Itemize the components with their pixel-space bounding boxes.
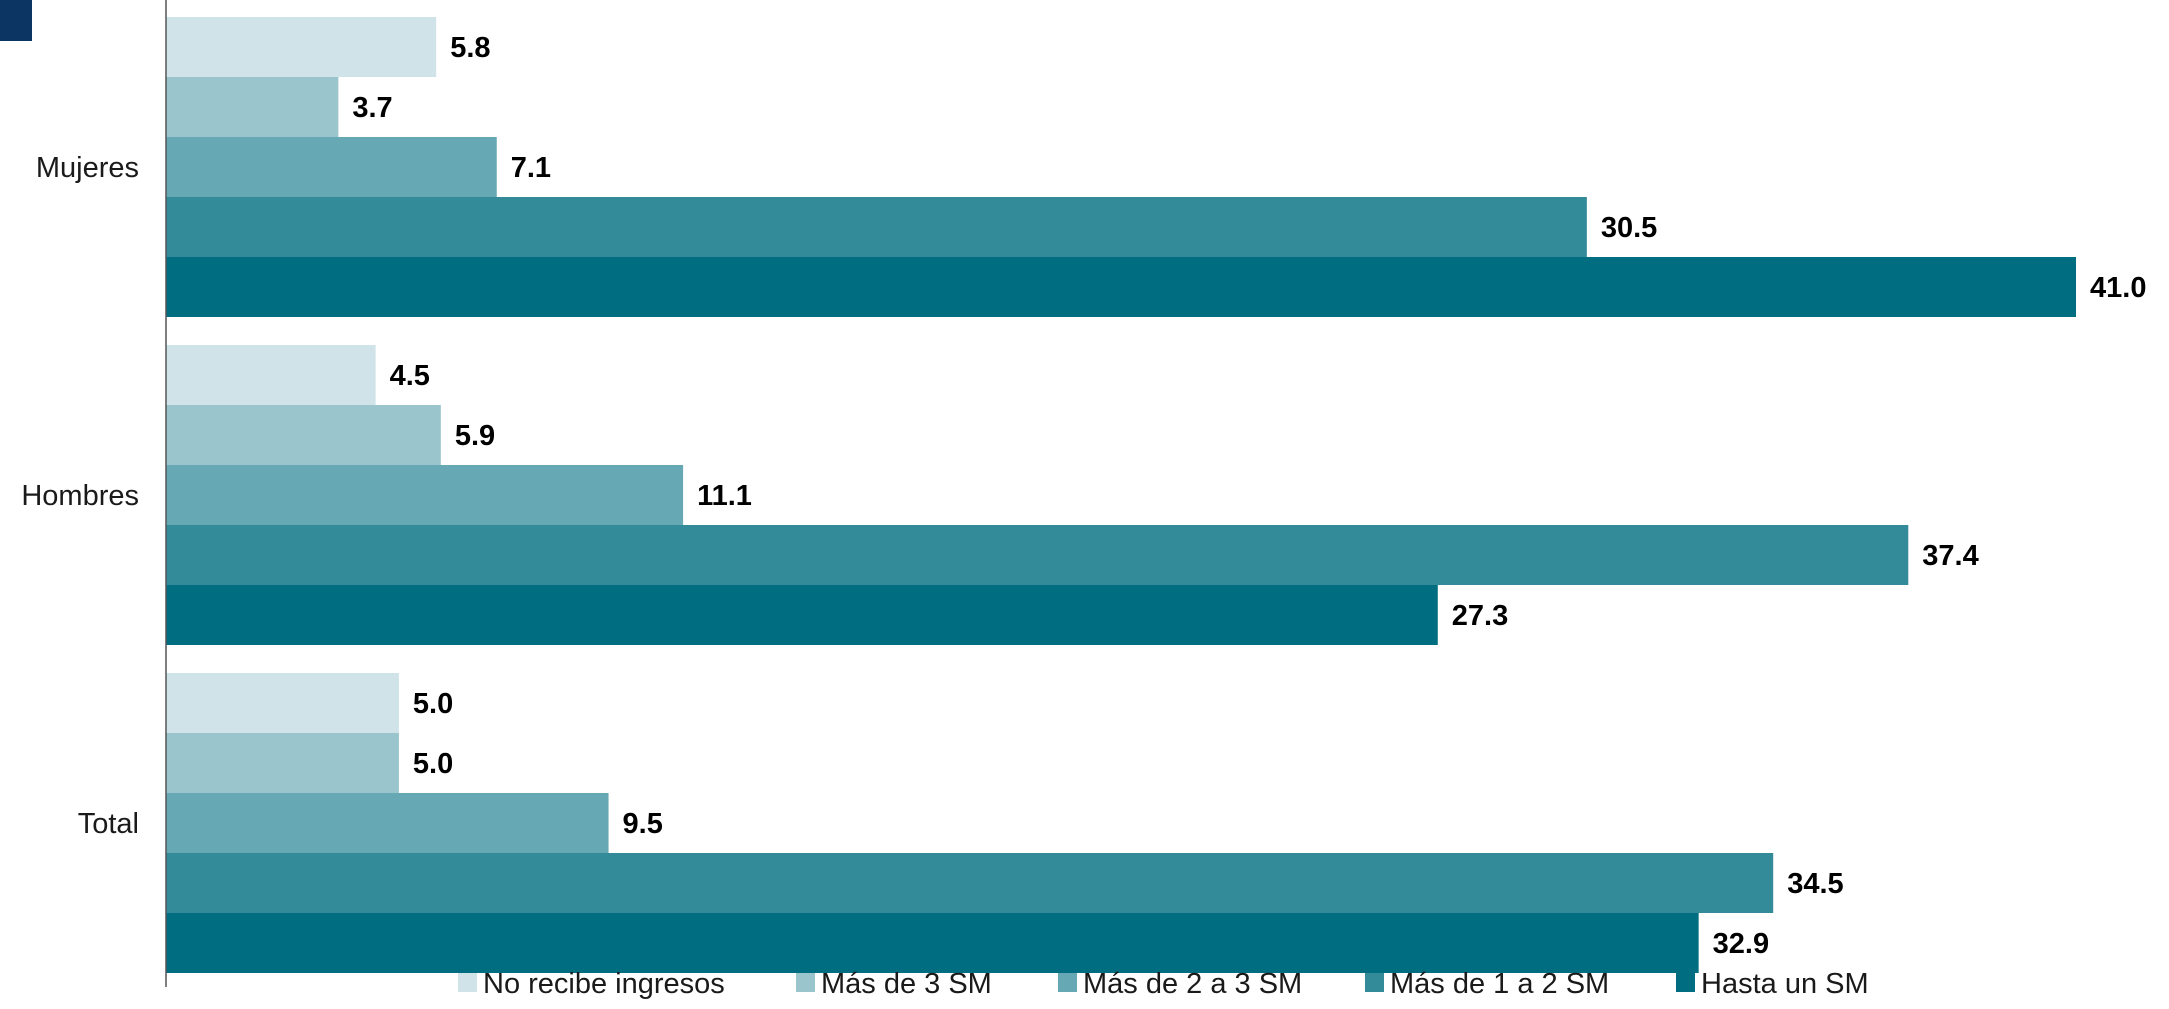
category-labels-layer: Mujeres Hombres Total (21, 152, 139, 840)
bar-total-series-0 (166, 673, 399, 733)
bar-mujeres-series-1 (166, 77, 339, 137)
data-label-hombres-series-0: 4.5 (390, 360, 430, 392)
legend-swatch-3 (1365, 973, 1384, 992)
legend-swatch-1 (796, 973, 815, 992)
data-label-mujeres-series-1: 3.7 (352, 92, 392, 124)
value-labels-layer: 5.8 3.7 7.1 30.5 41.0 4.5 5.9 11.1 37.4 27.3 5.0 5.… (352, 32, 2146, 960)
legend-label-2: Más de 2 a 3 SM (1083, 968, 1302, 1000)
data-label-hombres-series-4: 27.3 (1452, 600, 1508, 632)
bar-total-series-4 (166, 913, 1699, 973)
legend-swatch-4 (1676, 973, 1695, 992)
data-label-total-series-2: 9.5 (623, 808, 663, 840)
bar-hombres-series-0 (166, 345, 376, 405)
bar-mujeres-series-2 (166, 137, 497, 197)
bar-hombres-series-3 (166, 525, 1909, 585)
data-label-hombres-series-3: 37.4 (1922, 540, 1978, 572)
category-label-total: Total (78, 808, 139, 840)
bar-total-series-3 (166, 853, 1774, 913)
data-label-total-series-1: 5.0 (413, 748, 453, 780)
legend-swatch-2 (1058, 973, 1077, 992)
data-label-total-series-4: 32.9 (1713, 928, 1769, 960)
bar-hombres-series-1 (166, 405, 441, 465)
bar-hombres-series-2 (166, 465, 684, 525)
bar-total-series-2 (166, 793, 609, 853)
data-label-hombres-series-2: 11.1 (697, 480, 752, 512)
legend-label-3: Más de 1 a 2 SM (1390, 968, 1609, 1000)
bar-mujeres-series-3 (166, 197, 1587, 257)
corner-marker (0, 0, 32, 41)
legend-label-0: No recibe ingresos (483, 968, 725, 1000)
bars-layer (166, 17, 2076, 973)
data-label-mujeres-series-2: 7.1 (511, 152, 551, 184)
data-label-mujeres-series-4: 41.0 (2090, 272, 2146, 304)
bar-total-series-1 (166, 733, 399, 793)
bar-mujeres-series-4 (166, 257, 2076, 317)
bar-hombres-series-4 (166, 585, 1438, 645)
category-label-hombres: Hombres (21, 480, 139, 512)
data-label-total-series-3: 34.5 (1787, 868, 1843, 900)
data-label-hombres-series-1: 5.9 (455, 420, 495, 452)
bar-mujeres-series-0 (166, 17, 437, 77)
data-label-total-series-0: 5.0 (413, 688, 453, 720)
legend-label-4: Hasta un SM (1701, 968, 1869, 1000)
category-label-mujeres: Mujeres (36, 152, 139, 184)
data-label-mujeres-series-0: 5.8 (450, 32, 490, 64)
legend: No recibe ingresos Más de 3 SM Más de 2 a … (458, 968, 1869, 1000)
data-label-mujeres-series-3: 30.5 (1601, 212, 1657, 244)
legend-label-1: Más de 3 SM (821, 968, 992, 1000)
legend-swatch-0 (458, 973, 477, 992)
